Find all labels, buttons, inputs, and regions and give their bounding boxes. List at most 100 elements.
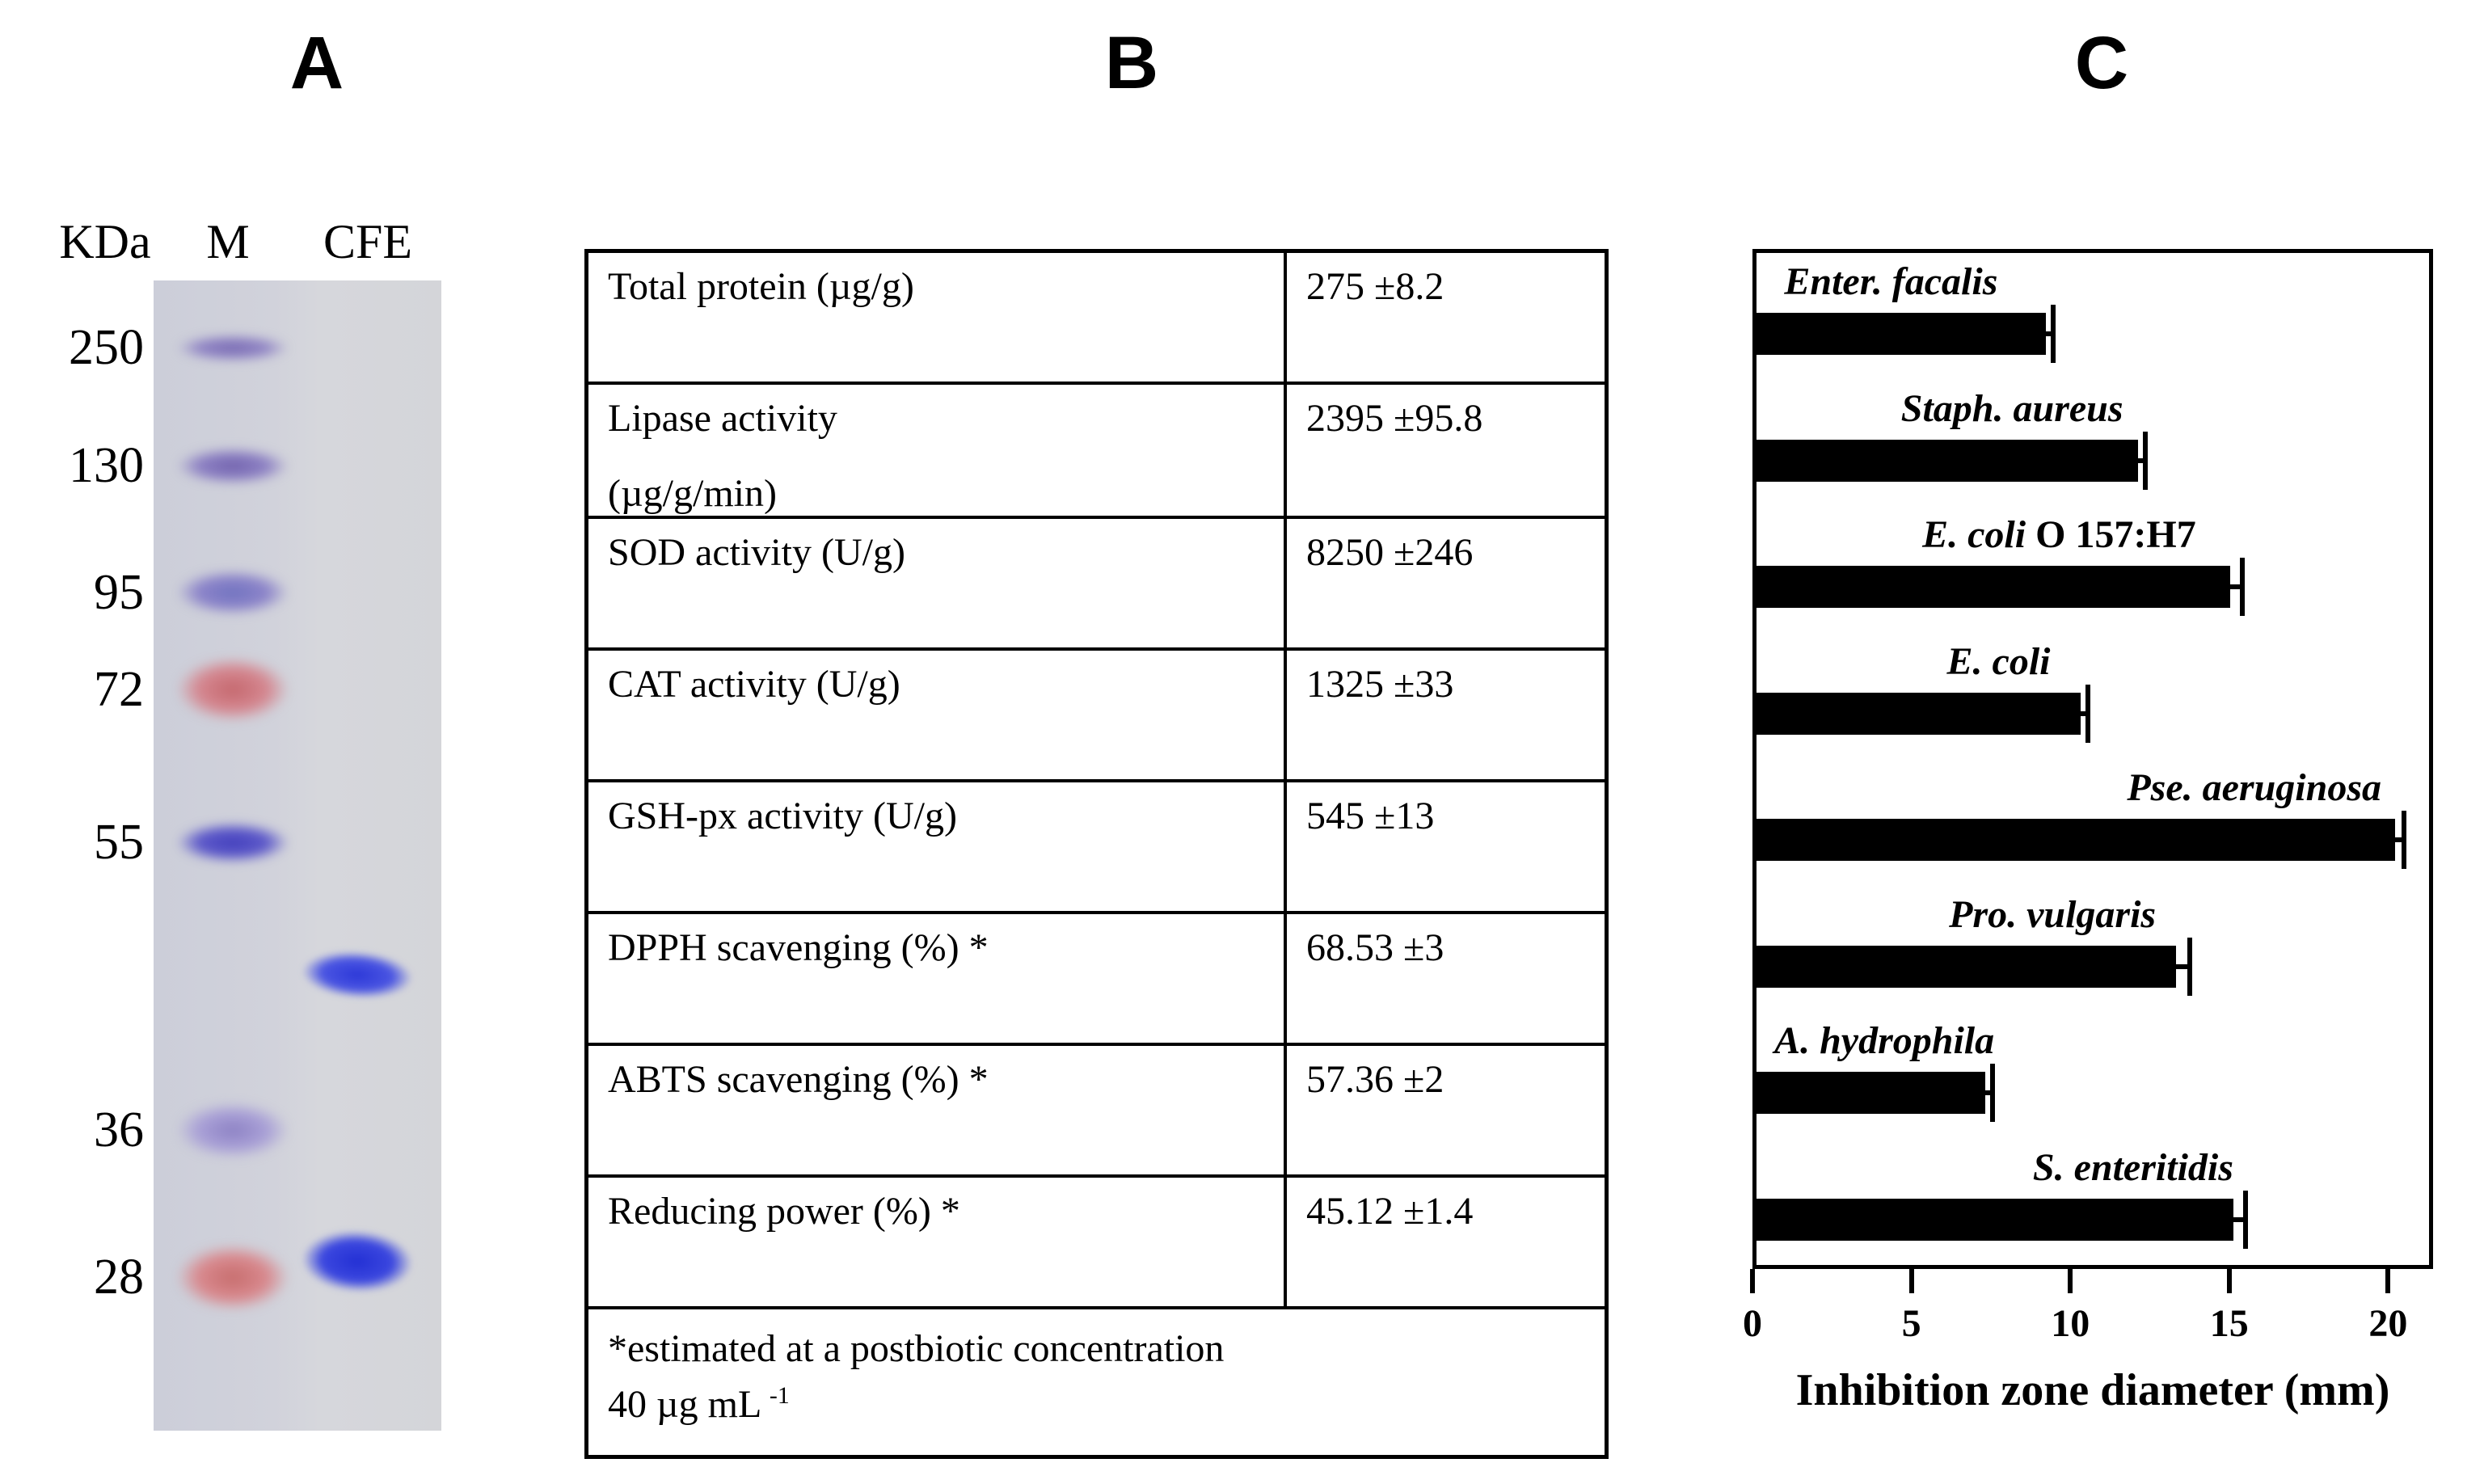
x-tick-label-15: 15 bbox=[2209, 1302, 2249, 1345]
x-tick-10 bbox=[2068, 1269, 2073, 1293]
error-whisker-4 bbox=[2081, 710, 2085, 716]
table-row-2: Lipase activity (µg/g/min) 2395 ±95.8 bbox=[584, 381, 1609, 519]
bar-label-8: S. enteritidis bbox=[2032, 1145, 2233, 1189]
table-row-label-line1: Lipase activity bbox=[608, 396, 837, 440]
gel-marker-band-95 bbox=[165, 559, 301, 626]
table-row-label: CAT activity (U/g) bbox=[584, 647, 1287, 782]
error-cap-8 bbox=[2242, 1190, 2248, 1249]
bar-label-5: Pse. aeruginosa bbox=[2127, 766, 2382, 809]
table-row-label: Reducing power (%) * bbox=[584, 1174, 1287, 1309]
gel-marker-band-130 bbox=[165, 437, 301, 494]
gel-image bbox=[154, 280, 441, 1431]
panel-a-title: A bbox=[289, 22, 344, 104]
bar-label-7: A. hydrophila bbox=[1774, 1019, 1995, 1062]
table-row-8: Reducing power (%) * 45.12 ±1.4 bbox=[584, 1174, 1609, 1309]
error-whisker-3 bbox=[2229, 584, 2240, 589]
gel-sample-band-2 bbox=[293, 1216, 421, 1306]
gel-lane-label-marker: M bbox=[206, 215, 250, 268]
bar-5 bbox=[1757, 819, 2396, 861]
table-row-5: GSH-px activity (U/g) 545 ±13 bbox=[584, 778, 1609, 914]
error-cap-3 bbox=[2239, 558, 2245, 616]
table-row-label: Total protein (µg/g) bbox=[584, 249, 1287, 385]
x-tick-15 bbox=[2226, 1269, 2232, 1293]
bar-label-2: Staph. aureus bbox=[1900, 386, 2123, 430]
table-row-value: 1325 ±33 bbox=[1284, 647, 1609, 782]
table-row-value: 2395 ±95.8 bbox=[1284, 381, 1609, 519]
gel-marker-band-55 bbox=[165, 812, 301, 873]
table-row-label-line2: (µg/g/min) bbox=[608, 471, 777, 515]
table-footnote-cell: *estimated at a postbiotic concentration… bbox=[584, 1305, 1609, 1458]
x-tick-20 bbox=[2385, 1269, 2391, 1293]
error-whisker-7 bbox=[1985, 1090, 1990, 1095]
table-row-value: 8250 ±246 bbox=[1284, 515, 1609, 651]
error-whisker-6 bbox=[2176, 963, 2187, 969]
table-row-label-line1: DPPH scavenging (%) * bbox=[608, 925, 989, 969]
error-whisker-2 bbox=[2137, 457, 2143, 463]
bar-label-4: E. coli bbox=[1946, 639, 2051, 683]
table-row-4: CAT activity (U/g) 1325 ±33 bbox=[584, 647, 1609, 782]
table-footnote-row: *estimated at a postbiotic concentration… bbox=[584, 1305, 1609, 1458]
bar-8 bbox=[1757, 1198, 2233, 1241]
footnote-line2: 40 µg mL -1 bbox=[608, 1382, 790, 1427]
gel-marker-label-72: 72 bbox=[94, 662, 144, 717]
gel-marker-label-36: 36 bbox=[94, 1102, 144, 1157]
table-row-label-line1: Total protein (µg/g) bbox=[608, 265, 914, 308]
table-row-label: SOD activity (U/g) bbox=[584, 515, 1287, 651]
bar-label-1: Enter. facalis bbox=[1784, 260, 1998, 303]
bar-2 bbox=[1757, 439, 2138, 482]
assay-table: Total protein (µg/g) 275 ±8.2 Lipase activ… bbox=[584, 249, 1609, 1459]
gel-marker-label-55: 55 bbox=[94, 815, 144, 870]
table-row-value: 275 ±8.2 bbox=[1284, 249, 1609, 385]
error-whisker-5 bbox=[2395, 837, 2402, 842]
error-cap-5 bbox=[2402, 811, 2407, 869]
bar-7 bbox=[1757, 1072, 1986, 1114]
table-row-label-line1: ABTS scavenging (%) * bbox=[608, 1057, 989, 1101]
table-row-label-line1: SOD activity (U/g) bbox=[608, 530, 905, 574]
gel-lane-label-sample: CFE bbox=[323, 215, 413, 268]
error-cap-2 bbox=[2142, 431, 2148, 490]
x-tick-5 bbox=[1908, 1269, 1914, 1293]
table-row-value: 68.53 ±3 bbox=[1284, 910, 1609, 1046]
gel-unit-label: KDa bbox=[59, 215, 151, 268]
x-tick-label-0: 0 bbox=[1743, 1302, 1762, 1345]
gel-marker-label-95: 95 bbox=[94, 565, 144, 620]
bar-6 bbox=[1757, 945, 2177, 988]
chart-plot-box: Enter. facalis Staph. aureus E. coli O 157… bbox=[1752, 249, 2433, 1269]
error-whisker-1 bbox=[2045, 331, 2051, 336]
footnote-superscript: -1 bbox=[769, 1382, 790, 1410]
gel-sample-band-1 bbox=[293, 938, 421, 1011]
gel-marker-label-28: 28 bbox=[94, 1250, 144, 1305]
table-row-6: DPPH scavenging (%) * 68.53 ±3 bbox=[584, 910, 1609, 1046]
bar-1 bbox=[1757, 313, 2046, 355]
error-cap-4 bbox=[2085, 684, 2090, 743]
table-row-label-line1: GSH-px activity (U/g) bbox=[608, 794, 957, 837]
error-cap-7 bbox=[1989, 1064, 1995, 1122]
gel-marker-band-36 bbox=[165, 1087, 301, 1173]
x-tick-label-20: 20 bbox=[2368, 1302, 2408, 1345]
gel-marker-band-28 bbox=[165, 1227, 301, 1327]
error-cap-1 bbox=[2050, 305, 2056, 363]
error-whisker-8 bbox=[2233, 1216, 2243, 1222]
table-row-1: Total protein (µg/g) 275 ±8.2 bbox=[584, 249, 1609, 385]
x-tick-label-10: 10 bbox=[2051, 1302, 2090, 1345]
table-row-label-line1: CAT activity (U/g) bbox=[608, 662, 900, 706]
footnote-line1: *estimated at a postbiotic concentration bbox=[608, 1326, 1225, 1370]
x-tick-0 bbox=[1750, 1269, 1755, 1293]
gel-marker-label-250: 250 bbox=[69, 320, 144, 375]
gel-marker-label-130: 130 bbox=[69, 438, 144, 493]
x-tick-label-5: 5 bbox=[1901, 1302, 1921, 1345]
bar-3 bbox=[1757, 566, 2230, 608]
table-row-label: ABTS scavenging (%) * bbox=[584, 1042, 1287, 1178]
panel-c-title: C bbox=[2074, 22, 2129, 104]
table-row-value: 57.36 ±2 bbox=[1284, 1042, 1609, 1178]
table-row-value: 545 ±13 bbox=[1284, 778, 1609, 914]
bar-4 bbox=[1757, 692, 2081, 735]
bar-label-6: Pro. vulgaris bbox=[1949, 892, 2157, 936]
gel-marker-band-250 bbox=[165, 327, 301, 369]
table-row-label: Lipase activity (µg/g/min) bbox=[584, 381, 1287, 519]
panel-b-title: B bbox=[1104, 22, 1159, 104]
bar-label-3: E. coli O 157:H7 bbox=[1922, 513, 2196, 556]
table-row-label: DPPH scavenging (%) * bbox=[584, 910, 1287, 1046]
error-cap-6 bbox=[2187, 937, 2192, 996]
